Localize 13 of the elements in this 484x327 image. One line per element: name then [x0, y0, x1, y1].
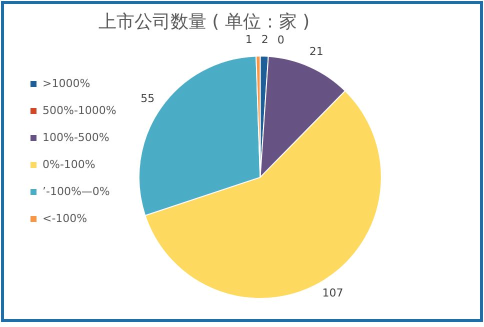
data-label: 2: [261, 33, 268, 46]
legend-label: 0%-100%: [42, 158, 96, 171]
legend-label: 100%-500%: [42, 130, 110, 144]
text: 0: [277, 33, 284, 46]
data-label: 55: [140, 92, 155, 105]
legend-label: >1000%: [42, 76, 90, 90]
data-label: 21: [309, 45, 324, 58]
legend-label: ’-100%—0%: [42, 184, 110, 198]
data-label: 1: [245, 32, 252, 46]
chart-title: 上市公司数量 ( 单位：家 ): [98, 11, 310, 32]
legend-label: 500%-1000%: [42, 104, 116, 117]
data-label: 107: [322, 286, 344, 300]
legend-label: <-100%: [42, 212, 88, 225]
